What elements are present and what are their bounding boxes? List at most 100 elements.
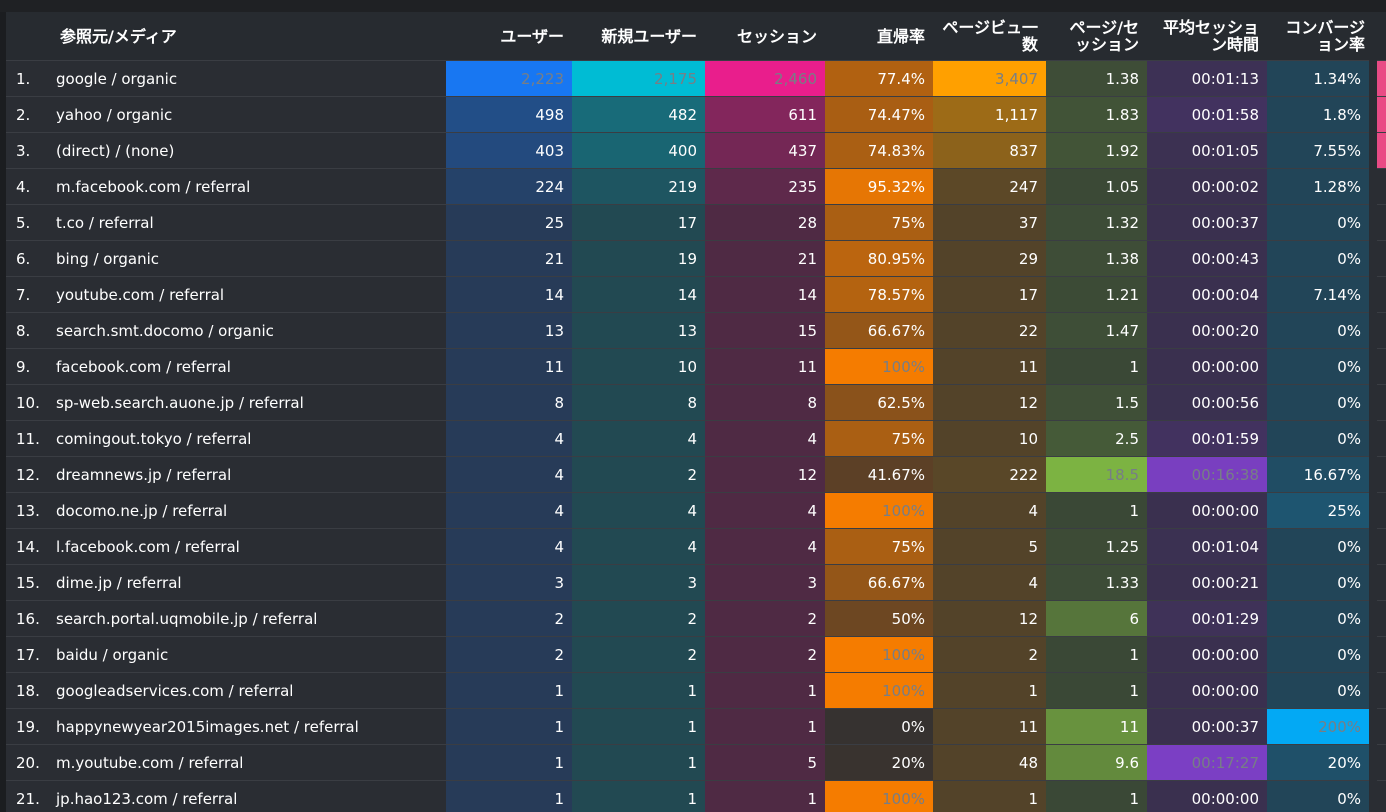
users-cell: 25	[446, 204, 572, 241]
source-medium-cell[interactable]: t.co / referral	[52, 204, 446, 241]
new-users-cell: 17	[572, 204, 705, 241]
users-cell: 498	[446, 96, 572, 133]
header-pages-per-session[interactable]: ページ/セッション	[1046, 12, 1147, 61]
source-medium-cell[interactable]: dreamnews.jp / referral	[52, 456, 446, 493]
source-medium-cell[interactable]: facebook.com / referral	[52, 348, 446, 385]
row-index: 12.	[6, 456, 52, 493]
header-pageviews[interactable]: ページビュ一数	[933, 12, 1046, 61]
table-row[interactable]: 16. search.portal.uqmobile.jp / referral 2…	[6, 600, 1386, 637]
pages-per-session-cell: 9.6	[1046, 744, 1147, 781]
table-row[interactable]: 7. youtube.com / referral 14 14 14 78.57% 17 1.…	[6, 276, 1386, 313]
row-color-stripe	[1369, 60, 1386, 97]
row-index: 6.	[6, 240, 52, 277]
pageviews-cell: 2	[933, 636, 1046, 673]
sessions-cell: 1	[705, 672, 825, 709]
header-sessions[interactable]: セッション	[705, 12, 825, 61]
bounce-rate-cell: 20%	[825, 744, 933, 781]
bounce-rate-cell: 0%	[825, 708, 933, 745]
new-users-cell: 1	[572, 708, 705, 745]
source-medium-cell[interactable]: google / organic	[52, 60, 446, 97]
source-medium-cell[interactable]: comingout.tokyo / referral	[52, 420, 446, 457]
users-cell: 4	[446, 420, 572, 457]
row-color-stripe	[1369, 672, 1386, 709]
header-avg-session-duration[interactable]: 平均セッション時間	[1147, 12, 1267, 61]
bounce-rate-cell: 41.67%	[825, 456, 933, 493]
row-index: 20.	[6, 744, 52, 781]
bounce-rate-cell: 77.4%	[825, 60, 933, 97]
pageviews-cell: 222	[933, 456, 1046, 493]
table-row[interactable]: 3. (direct) / (none) 403 400 437 74.83% 837 1.9…	[6, 132, 1386, 169]
table-body: 1. google / organic 2,223 2,175 2,460 77.4% 3,…	[6, 60, 1386, 812]
pageviews-cell: 37	[933, 204, 1046, 241]
source-medium-cell[interactable]: bing / organic	[52, 240, 446, 277]
users-cell: 14	[446, 276, 572, 313]
header-conversion-rate[interactable]: コンバージョン率	[1267, 12, 1373, 61]
header-new-users[interactable]: 新規ユーザー	[572, 12, 705, 61]
table-row[interactable]: 13. docomo.ne.jp / referral 4 4 4 100% 4 1 00:00…	[6, 492, 1386, 529]
new-users-cell: 2	[572, 456, 705, 493]
table-row[interactable]: 18. googleadservices.com / referral 1 1 1 100…	[6, 672, 1386, 709]
conversion-rate-cell: 7.55%	[1267, 132, 1373, 169]
new-users-cell: 219	[572, 168, 705, 205]
sessions-cell: 28	[705, 204, 825, 241]
table-row[interactable]: 12. dreamnews.jp / referral 4 2 12 41.67% 222 1…	[6, 456, 1386, 493]
row-index: 9.	[6, 348, 52, 385]
row-color-stripe	[1369, 636, 1386, 673]
header-bounce-rate[interactable]: 直帰率	[825, 12, 933, 61]
source-medium-cell[interactable]: yahoo / organic	[52, 96, 446, 133]
pageviews-cell: 48	[933, 744, 1046, 781]
table-row[interactable]: 15. dime.jp / referral 3 3 3 66.67% 4 1.33 00:00…	[6, 564, 1386, 601]
table-row[interactable]: 19. happynewyear2015images.net / referral…	[6, 708, 1386, 745]
source-medium-cell[interactable]: happynewyear2015images.net / referral	[52, 708, 446, 745]
sessions-cell: 1	[705, 708, 825, 745]
table-row[interactable]: 17. baidu / organic 2 2 2 100% 2 1 00:00:00 0%	[6, 636, 1386, 673]
pageviews-cell: 12	[933, 600, 1046, 637]
table-row[interactable]: 11. comingout.tokyo / referral 4 4 4 75% 10 2.5…	[6, 420, 1386, 457]
source-medium-cell[interactable]: dime.jp / referral	[52, 564, 446, 601]
table-row[interactable]: 20. m.youtube.com / referral 1 1 5 20% 48 9.6 00…	[6, 744, 1386, 781]
table-row[interactable]: 2. yahoo / organic 498 482 611 74.47% 1,117 1.8…	[6, 96, 1386, 133]
pageviews-cell: 11	[933, 348, 1046, 385]
source-medium-cell[interactable]: googleadservices.com / referral	[52, 672, 446, 709]
table-row[interactable]: 14. l.facebook.com / referral 4 4 4 75% 5 1.25 0…	[6, 528, 1386, 565]
header-users[interactable]: ユーザー	[446, 12, 572, 61]
source-medium-cell[interactable]: m.facebook.com / referral	[52, 168, 446, 205]
table-row[interactable]: 6. bing / organic 21 19 21 80.95% 29 1.38 00:00:…	[6, 240, 1386, 277]
header-source-medium[interactable]: 参照元/メディア	[52, 12, 446, 61]
bounce-rate-cell: 62.5%	[825, 384, 933, 421]
source-medium-cell[interactable]: m.youtube.com / referral	[52, 744, 446, 781]
table-row[interactable]: 8. search.smt.docomo / organic 13 13 15 66.67…	[6, 312, 1386, 349]
new-users-cell: 1	[572, 744, 705, 781]
row-index: 5.	[6, 204, 52, 241]
source-medium-cell[interactable]: jp.hao123.com / referral	[52, 780, 446, 812]
avg-session-duration-cell: 00:00:00	[1147, 672, 1267, 709]
source-medium-cell[interactable]: youtube.com / referral	[52, 276, 446, 313]
avg-session-duration-cell: 00:00:56	[1147, 384, 1267, 421]
pageviews-cell: 4	[933, 492, 1046, 529]
table-row[interactable]: 10. sp-web.search.auone.jp / referral 8 8 8 6…	[6, 384, 1386, 421]
pages-per-session-cell: 1.32	[1046, 204, 1147, 241]
pageviews-cell: 11	[933, 708, 1046, 745]
row-index: 7.	[6, 276, 52, 313]
table-row[interactable]: 9. facebook.com / referral 11 10 11 100% 11 1 00…	[6, 348, 1386, 385]
source-medium-cell[interactable]: sp-web.search.auone.jp / referral	[52, 384, 446, 421]
new-users-cell: 2	[572, 600, 705, 637]
row-color-stripe	[1369, 276, 1386, 313]
new-users-cell: 2	[572, 636, 705, 673]
source-medium-cell[interactable]: search.portal.uqmobile.jp / referral	[52, 600, 446, 637]
table-row[interactable]: 5. t.co / referral 25 17 28 75% 37 1.32 00:00:37…	[6, 204, 1386, 241]
pages-per-session-cell: 1	[1046, 348, 1147, 385]
table-row[interactable]: 21. jp.hao123.com / referral 1 1 1 100% 1 1 00:0…	[6, 780, 1386, 812]
source-medium-cell[interactable]: baidu / organic	[52, 636, 446, 673]
source-medium-cell[interactable]: search.smt.docomo / organic	[52, 312, 446, 349]
source-medium-cell[interactable]: l.facebook.com / referral	[52, 528, 446, 565]
table-row[interactable]: 1. google / organic 2,223 2,175 2,460 77.4% 3,…	[6, 60, 1386, 97]
source-medium-cell[interactable]: (direct) / (none)	[52, 132, 446, 169]
avg-session-duration-cell: 00:00:43	[1147, 240, 1267, 277]
header-stripe	[1373, 12, 1386, 61]
row-index: 2.	[6, 96, 52, 133]
conversion-rate-cell: 25%	[1267, 492, 1373, 529]
table-row[interactable]: 4. m.facebook.com / referral 224 219 235 95.3…	[6, 168, 1386, 205]
pageviews-cell: 4	[933, 564, 1046, 601]
source-medium-cell[interactable]: docomo.ne.jp / referral	[52, 492, 446, 529]
